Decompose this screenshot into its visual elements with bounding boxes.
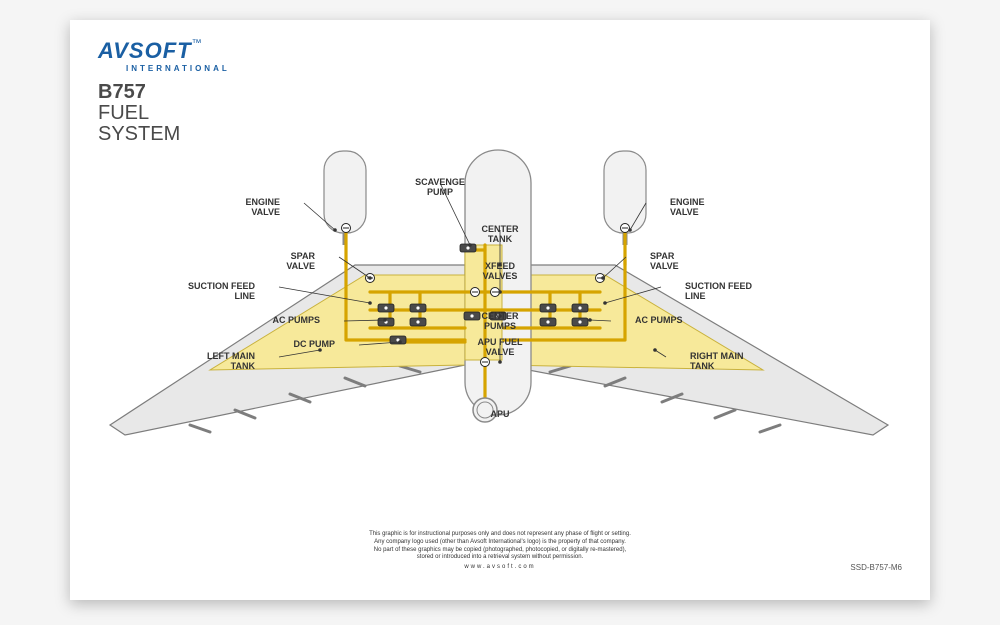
label-suction-left: SUCTION FEED LINE bbox=[188, 282, 255, 302]
doc-id: SSD-B757-M6 bbox=[850, 563, 902, 572]
label-suction-right: SUCTION FEED LINE bbox=[685, 282, 752, 302]
label-engine-valve-left: ENGINE VALVE bbox=[245, 198, 280, 218]
footer-url: www.avsoft.com bbox=[70, 564, 930, 572]
footer-line4: stored or introduced into a retrieval sy… bbox=[70, 554, 930, 562]
fuel-system-diagram bbox=[70, 20, 930, 600]
page: AVSOFT™ INTERNATIONAL B757 FUEL SYSTEM E… bbox=[0, 0, 1000, 625]
label-spar-valve-right: SPAR VALVE bbox=[650, 252, 679, 272]
label-xfeed-valves: XFEED VALVES bbox=[460, 262, 540, 282]
footer-disclaimer: This graphic is for instructional purpos… bbox=[70, 531, 930, 572]
sheet: AVSOFT™ INTERNATIONAL B757 FUEL SYSTEM E… bbox=[70, 20, 930, 600]
label-right-main-tank: RIGHT MAIN TANK bbox=[690, 352, 744, 372]
footer-line2: Any company logo used (other than Avsoft… bbox=[70, 539, 930, 547]
label-center-pumps: CENTER PUMPS bbox=[460, 312, 540, 332]
label-apu: APU bbox=[460, 410, 540, 420]
label-spar-valve-left: SPAR VALVE bbox=[286, 252, 315, 272]
label-dc-pump: DC PUMP bbox=[293, 340, 335, 350]
label-left-main-tank: LEFT MAIN TANK bbox=[207, 352, 255, 372]
label-scavenge-pump: SCAVENGE PUMP bbox=[400, 178, 480, 198]
label-apu-fuel-valve: APU FUEL VALVE bbox=[460, 338, 540, 358]
label-engine-valve-right: ENGINE VALVE bbox=[670, 198, 705, 218]
label-ac-pumps-right: AC PUMPS bbox=[635, 316, 683, 326]
footer-line1: This graphic is for instructional purpos… bbox=[70, 531, 930, 539]
label-ac-pumps-left: AC PUMPS bbox=[272, 316, 320, 326]
label-center-tank: CENTER TANK bbox=[460, 225, 540, 245]
footer-line3: No part of these graphics may be copied … bbox=[70, 547, 930, 555]
